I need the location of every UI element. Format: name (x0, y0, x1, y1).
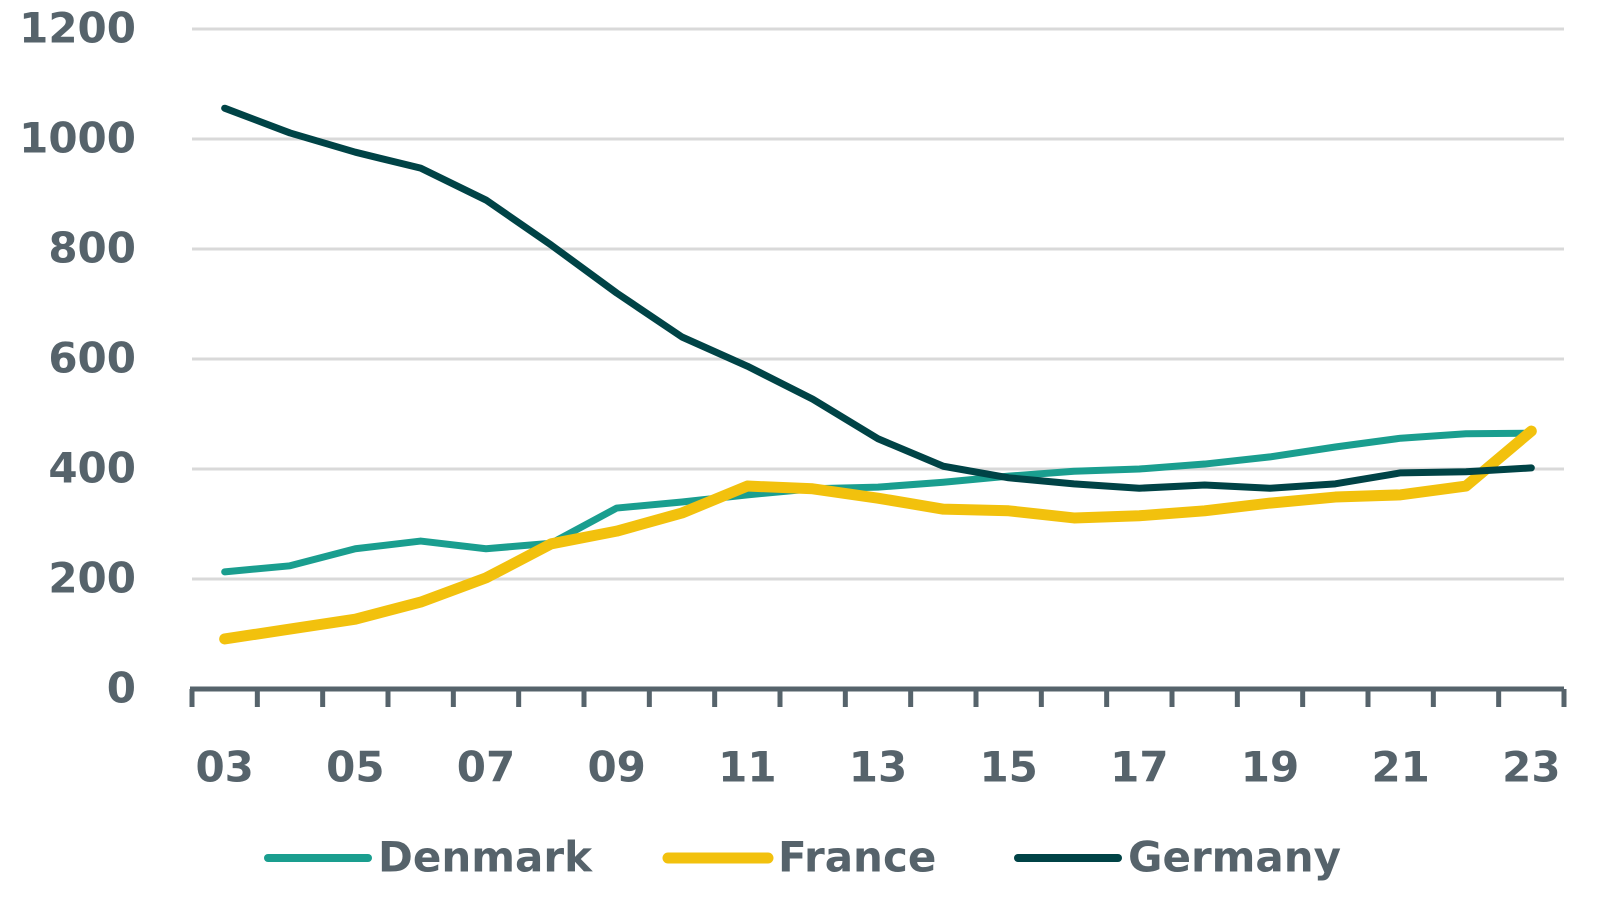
x-tick-label: 07 (457, 743, 515, 792)
x-tick-label: 13 (849, 743, 907, 792)
x-tick-label: 21 (1371, 743, 1429, 792)
y-tick-label: 1200 (19, 4, 136, 53)
legend-label: France (778, 833, 936, 882)
y-tick-label: 1000 (19, 114, 136, 163)
x-tick-label: 11 (718, 743, 776, 792)
y-tick-label: 600 (48, 334, 136, 383)
x-tick-label: 17 (1110, 743, 1168, 792)
x-tick-label: 19 (1241, 743, 1299, 792)
x-tick-label: 09 (587, 743, 645, 792)
x-tick-label: 15 (979, 743, 1037, 792)
y-tick-label: 400 (48, 444, 136, 493)
y-tick-label: 0 (107, 664, 136, 713)
series-line (219, 425, 1537, 645)
x-tick-label: 05 (326, 743, 384, 792)
x-tick-label: 23 (1502, 743, 1560, 792)
series-line (221, 429, 1535, 576)
legend-label: Germany (1128, 833, 1341, 882)
y-tick-label: 800 (48, 224, 136, 273)
series-line (221, 104, 1535, 492)
y-tick-label: 200 (48, 554, 136, 603)
x-tick-label: 03 (195, 743, 253, 792)
legend-label: Denmark (378, 833, 593, 882)
